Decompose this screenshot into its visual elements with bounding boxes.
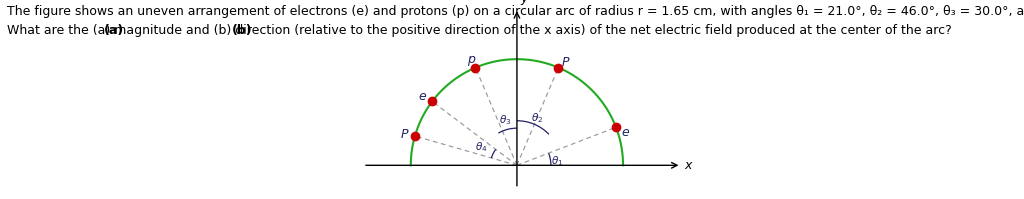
Text: x: x	[685, 159, 692, 172]
Text: $\theta_2$: $\theta_2$	[530, 111, 543, 125]
Text: (b): (b)	[232, 24, 253, 37]
Text: p: p	[467, 53, 475, 66]
Text: (a): (a)	[104, 24, 124, 37]
Text: $\theta_4$: $\theta_4$	[475, 141, 487, 154]
Text: P: P	[562, 56, 569, 69]
Text: The figure shows an uneven arrangement of electrons (e) and protons (p) on a cir: The figure shows an uneven arrangement o…	[7, 5, 1024, 18]
Text: $\theta_3$: $\theta_3$	[499, 114, 511, 127]
Text: y: y	[520, 0, 527, 5]
Text: What are the (a) magnitude and (b) direction (relative to the positive direction: What are the (a) magnitude and (b) direc…	[7, 24, 951, 37]
Text: e: e	[419, 90, 426, 103]
Text: $\theta_1$: $\theta_1$	[551, 154, 563, 168]
Text: e: e	[622, 126, 630, 139]
Text: P: P	[400, 129, 408, 141]
